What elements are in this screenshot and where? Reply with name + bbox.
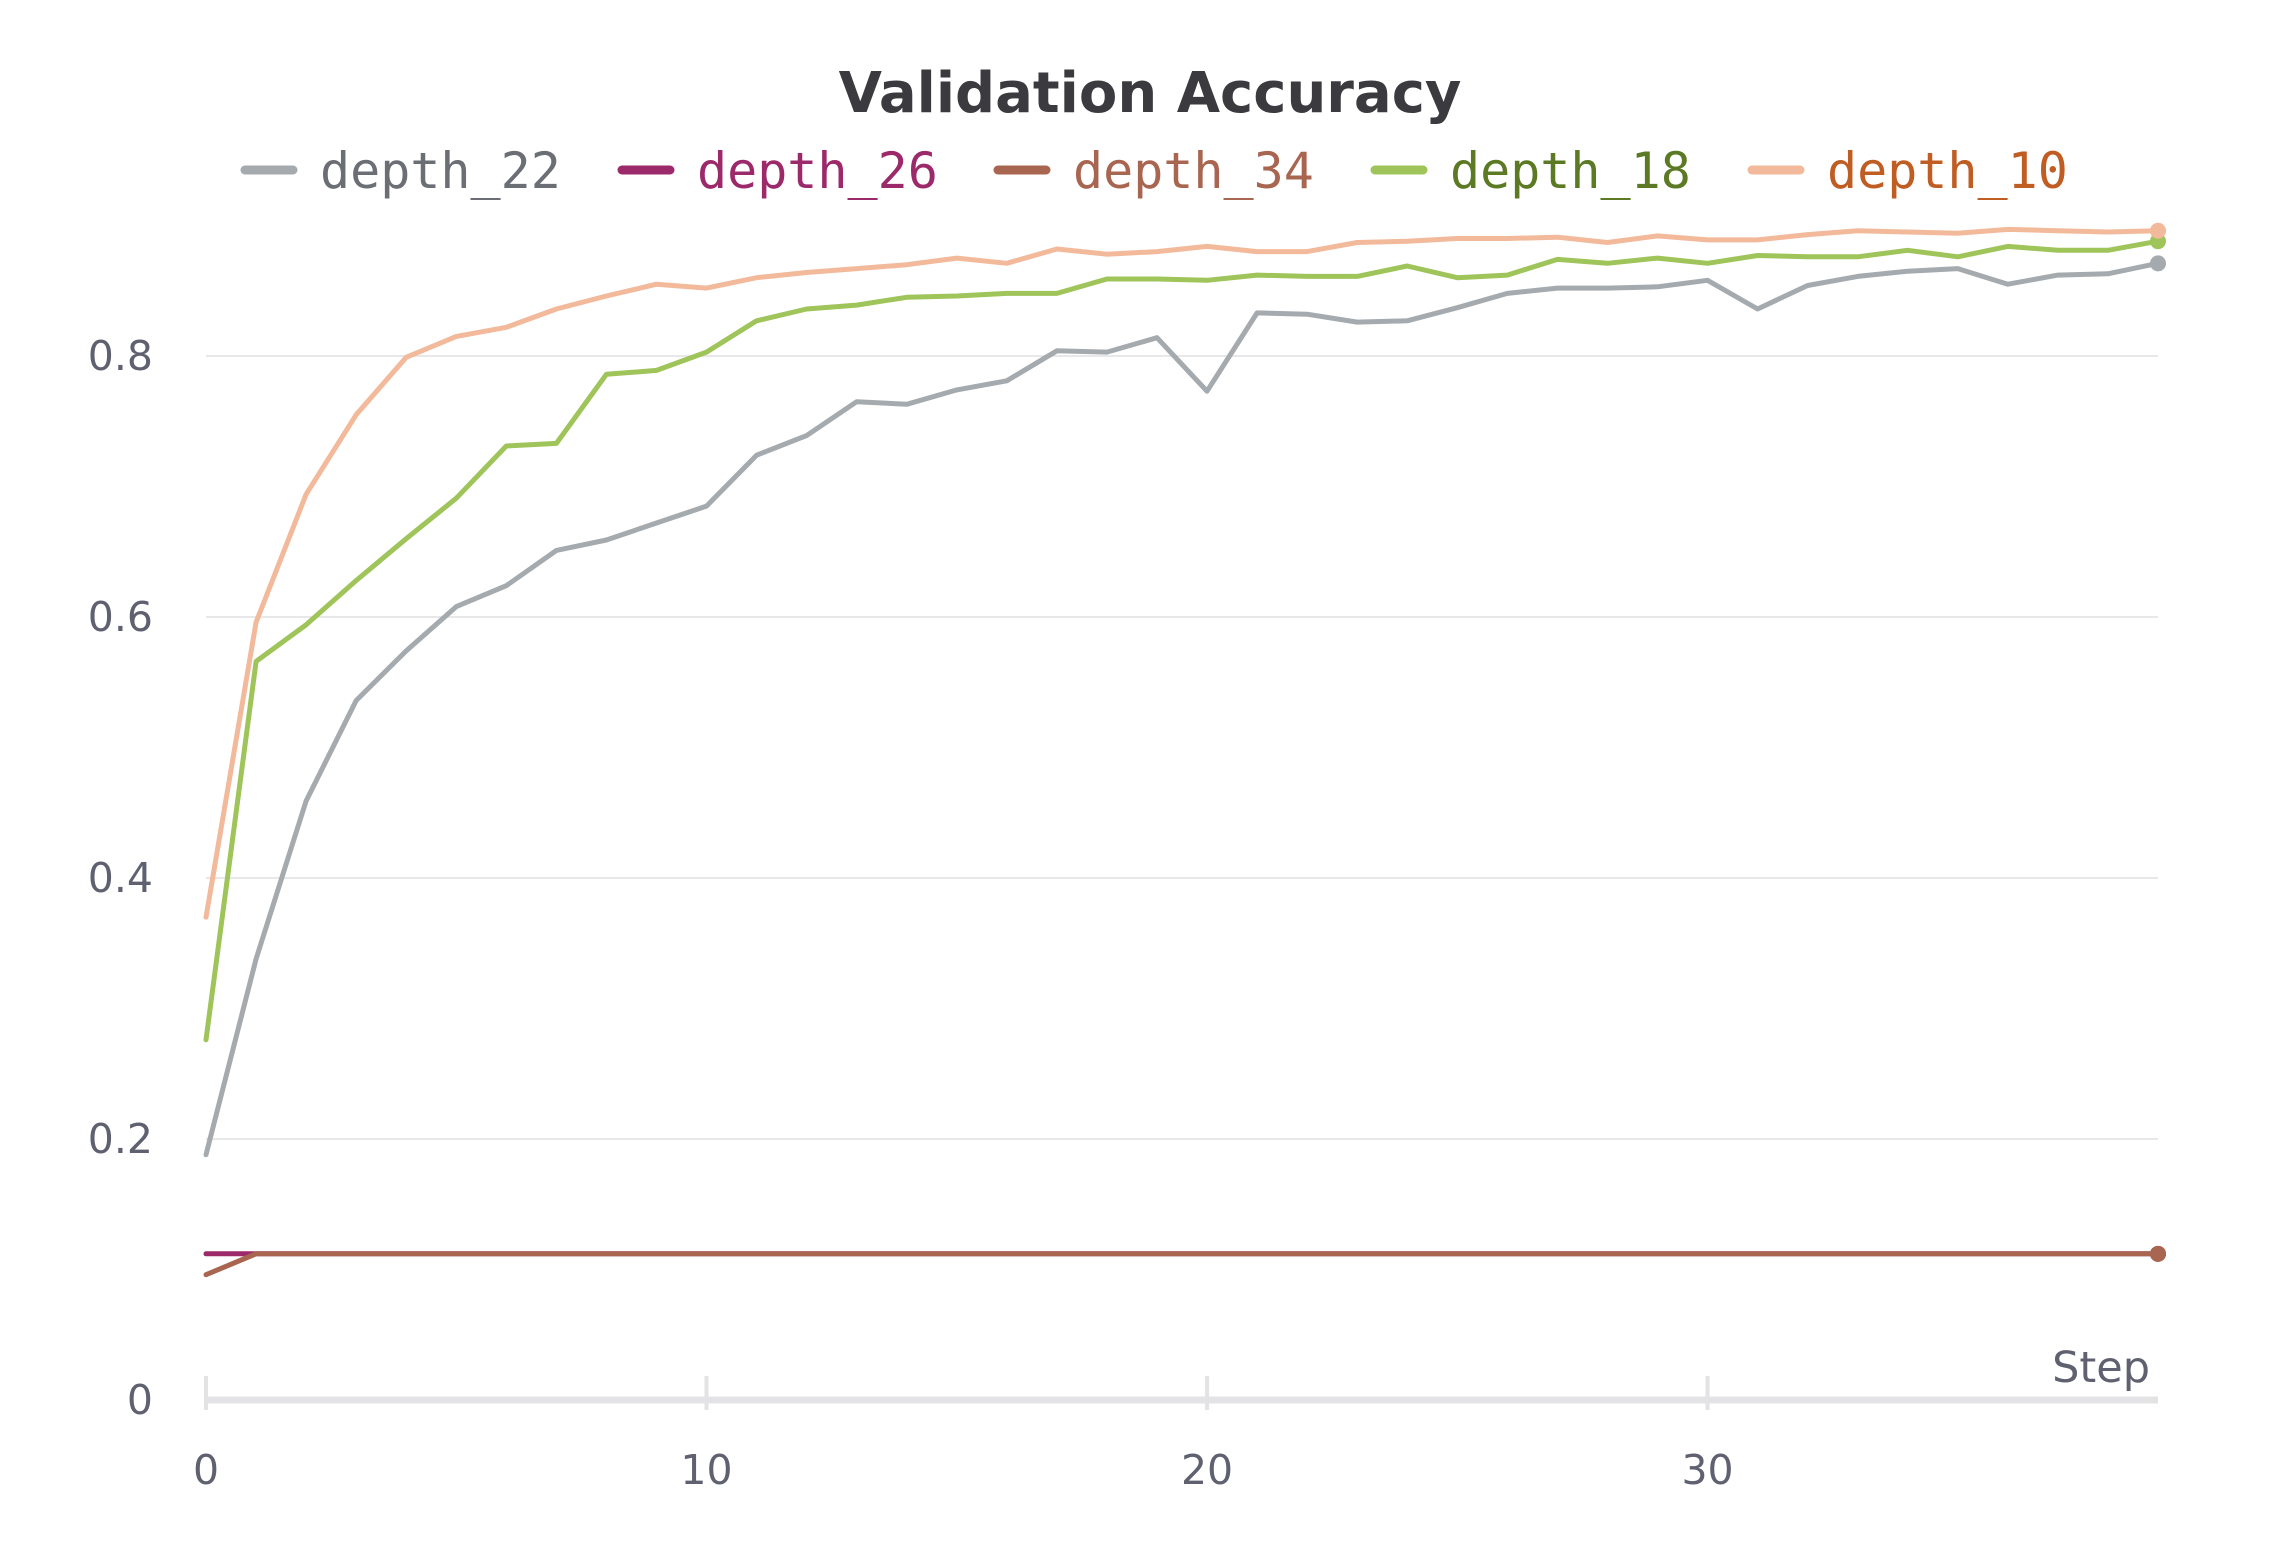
x-axis-label: Step xyxy=(2052,1343,2150,1393)
x-tick-label: 10 xyxy=(680,1446,732,1494)
x-tick-label: 20 xyxy=(1181,1446,1233,1494)
series-line-depth_34[interactable] xyxy=(203,1251,2161,1278)
x-tick-label: 0 xyxy=(193,1446,219,1494)
series-end-marker-depth_10 xyxy=(2150,222,2166,239)
legend-item-depth_22[interactable]: depth_22 xyxy=(240,142,561,200)
series-line-depth_10[interactable] xyxy=(203,226,2161,920)
legend-item-depth_26[interactable]: depth_26 xyxy=(617,142,938,200)
legend-item-depth_34[interactable]: depth_34 xyxy=(993,142,1314,200)
y-tick-label: 0.6 xyxy=(88,593,153,641)
series-line-depth_18[interactable] xyxy=(203,238,2161,1043)
legend-label: depth_26 xyxy=(697,142,938,200)
series-end-marker-depth_22 xyxy=(2150,255,2166,272)
series-end-marker-depth_34 xyxy=(2150,1245,2166,1262)
x-tick-label: 30 xyxy=(1681,1446,1733,1494)
chart-title: Validation Accuracy xyxy=(839,61,1462,126)
y-tick-label: 0.8 xyxy=(88,332,153,380)
legend: depth_22 depth_26 depth_34 depth_18 depth_10 xyxy=(240,142,2068,200)
series-lines xyxy=(203,222,2166,1278)
legend-item-depth_10[interactable]: depth_10 xyxy=(1747,142,2068,200)
y-tick-label: 0 xyxy=(127,1376,153,1424)
series-line-depth_22[interactable] xyxy=(203,260,2161,1158)
y-tick-label: 0.2 xyxy=(88,1115,153,1163)
legend-label: depth_18 xyxy=(1450,142,1691,200)
legend-item-depth_18[interactable]: depth_18 xyxy=(1370,142,1691,200)
y-tick-label: 0.4 xyxy=(88,854,153,902)
y-axis-ticks: 0 0.2 0.4 0.6 0.8 xyxy=(88,332,153,1424)
legend-label: depth_10 xyxy=(1827,142,2068,200)
legend-label: depth_34 xyxy=(1073,142,1314,200)
gridlines xyxy=(206,355,2158,1140)
legend-label: depth_22 xyxy=(320,142,561,200)
x-axis: 0 10 20 30 xyxy=(193,1376,2158,1494)
